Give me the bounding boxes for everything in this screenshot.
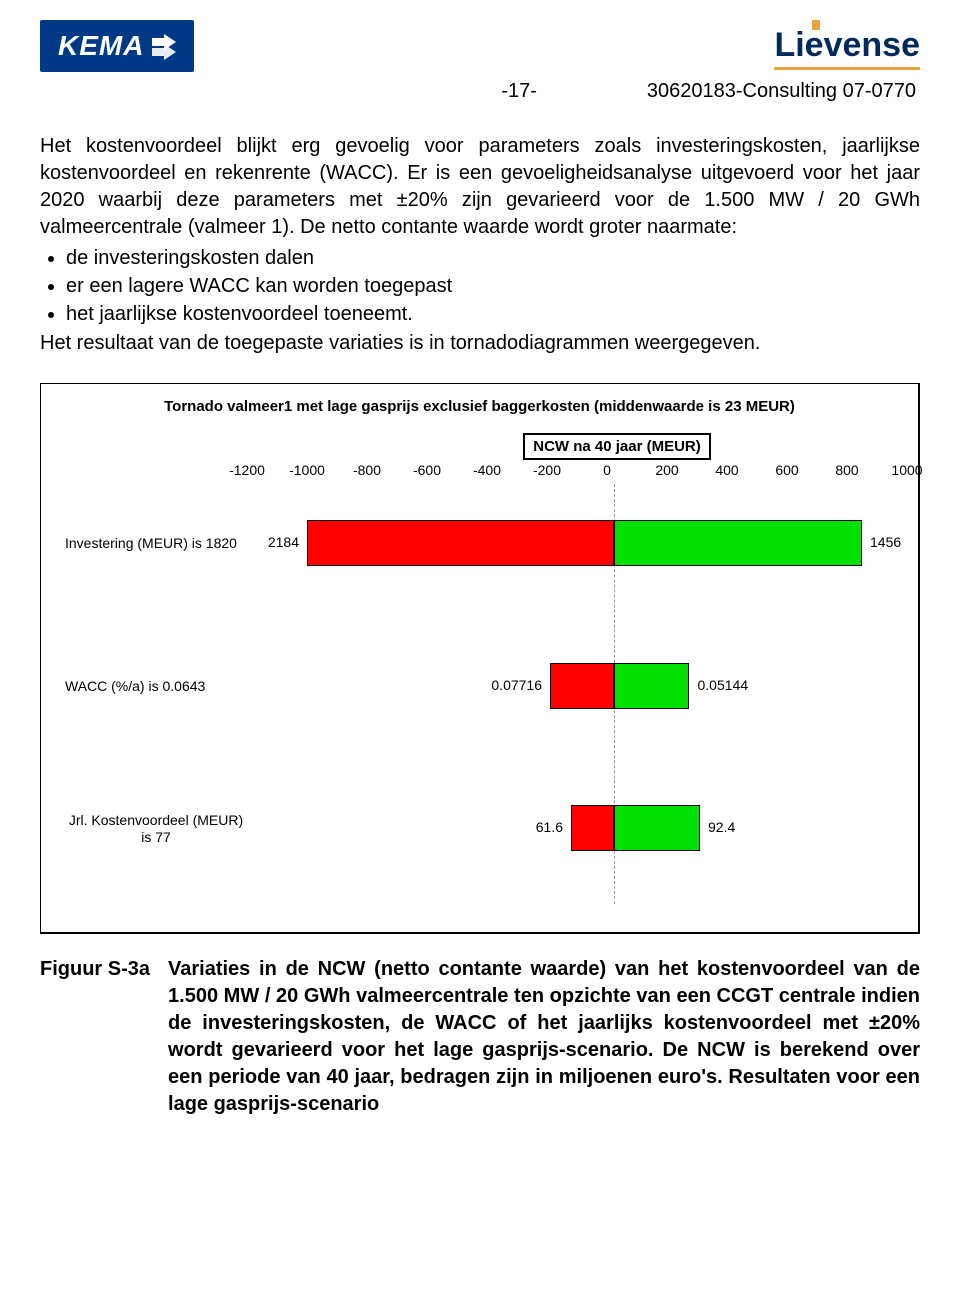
- x-tick-label: -1000: [289, 462, 325, 478]
- x-tick-label: 600: [775, 462, 798, 478]
- chart-axis-title: NCW na 40 jaar (MEUR): [523, 433, 711, 460]
- lievense-underline: [774, 67, 920, 70]
- paragraph-1: Het kostenvoordeel blijkt erg gevoelig v…: [40, 133, 920, 241]
- bullet-item: de investeringskosten dalen: [66, 245, 920, 272]
- tornado-bar-low: [550, 663, 614, 709]
- tornado-row-label: Jrl. Kostenvoordeel (MEUR) is 77: [65, 812, 247, 846]
- bullet-list: de investeringskosten dalen er een lager…: [40, 245, 920, 328]
- x-tick-label: 0: [603, 462, 611, 478]
- x-tick-label: -1200: [229, 462, 265, 478]
- lievense-logo-text: Lievense: [774, 26, 920, 64]
- tornado-row: WACC (%/a) is 0.0643 0.07716 0.05144: [59, 663, 900, 709]
- tornado-high-label: 92.4: [708, 819, 735, 835]
- tornado-low-label: 61.6: [536, 819, 563, 835]
- bullet-item: er een lagere WACC kan worden toegepast: [66, 273, 920, 300]
- chart-x-axis: -1200-1000-800-600-400-20002004006008001…: [59, 462, 900, 484]
- figure-caption: Figuur S-3a Variaties in de NCW (netto c…: [40, 956, 920, 1118]
- kema-logo-text: KEMA: [58, 30, 144, 62]
- lievense-dot-icon: [812, 20, 820, 30]
- tornado-low-label: 2184: [268, 534, 299, 550]
- x-tick-label: 200: [655, 462, 678, 478]
- tornado-chart: Tornado valmeer1 met lage gasprijs exclu…: [40, 383, 920, 934]
- x-tick-label: 800: [835, 462, 858, 478]
- figure-label: Figuur S-3a: [40, 956, 150, 1118]
- x-tick-label: -200: [533, 462, 561, 478]
- tornado-row-label: Investering (MEUR) is 1820: [65, 535, 247, 552]
- tornado-row-label: WACC (%/a) is 0.0643: [65, 678, 247, 695]
- chart-plot-area: Investering (MEUR) is 1820 2184 1456 WACC (…: [59, 484, 900, 904]
- tornado-bar-low: [571, 805, 614, 851]
- x-tick-label: 1000: [891, 462, 922, 478]
- tornado-row: Jrl. Kostenvoordeel (MEUR) is 77 61.6 92.4: [59, 805, 900, 851]
- tornado-bar-low: [307, 520, 614, 566]
- tornado-bar-high: [614, 805, 700, 851]
- tornado-row: Investering (MEUR) is 1820 2184 1456: [59, 520, 900, 566]
- kema-logo: KEMA: [40, 20, 194, 72]
- bullet-item: het jaarlijkse kostenvoordeel toeneemt.: [66, 301, 920, 328]
- doc-reference: 30620183-Consulting 07-0770: [647, 80, 916, 103]
- chart-axis-area: NCW na 40 jaar (MEUR) -1200 -1000 -800 -600 -…: [59, 433, 900, 904]
- tornado-high-label: 0.05144: [698, 677, 749, 693]
- tornado-bar-high: [614, 663, 690, 709]
- lievense-logo: Lievense: [774, 20, 920, 70]
- x-tick-label: -600: [413, 462, 441, 478]
- header: KEMA Lievense: [40, 20, 920, 72]
- tornado-bar-high: [614, 520, 862, 566]
- paragraph-2: Het resultaat van de toegepaste variatie…: [40, 330, 920, 357]
- x-tick-label: -800: [353, 462, 381, 478]
- x-tick-label: 400: [715, 462, 738, 478]
- kema-logo-icon: [150, 32, 180, 60]
- x-tick-label: -400: [473, 462, 501, 478]
- figure-caption-text: Variaties in de NCW (netto contante waar…: [168, 956, 920, 1118]
- tornado-low-label: 0.07716: [491, 677, 542, 693]
- doc-meta: -17- 30620183-Consulting 07-0770: [40, 80, 920, 103]
- tornado-high-label: 1456: [870, 534, 901, 550]
- page-number: -17-: [501, 80, 537, 103]
- figure-caption-bold: Variaties in de NCW (netto contante waar…: [168, 958, 920, 1115]
- chart-title: Tornado valmeer1 met lage gasprijs exclu…: [59, 398, 900, 415]
